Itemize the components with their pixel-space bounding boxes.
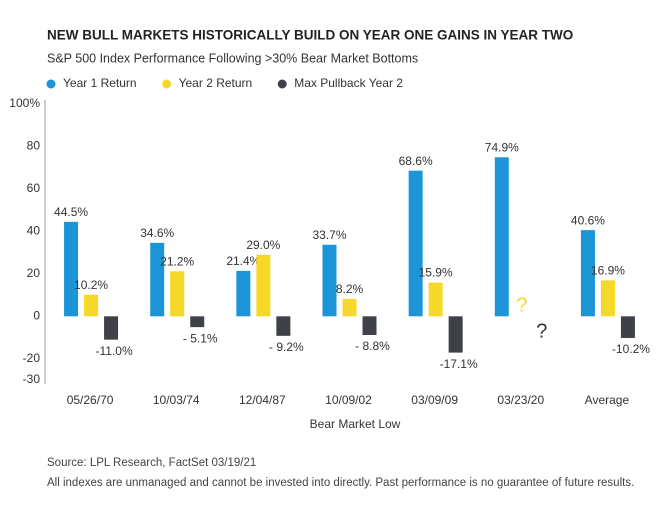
- chart-subtitle: S&P 500 Index Performance Following >30%…: [47, 51, 418, 65]
- data-label: -17.1%: [440, 357, 478, 371]
- data-label: 40.6%: [571, 213, 605, 227]
- y-tick-label: 100%: [9, 96, 40, 110]
- legend-swatch: [162, 79, 172, 89]
- y-tick-label: -30: [23, 372, 41, 386]
- bar: [190, 316, 205, 328]
- bar: [322, 244, 337, 317]
- bar: [408, 170, 423, 317]
- data-label: -10.2%: [612, 342, 650, 356]
- x-tick-label: 05/26/70: [67, 393, 114, 407]
- bar: [494, 157, 509, 317]
- data-label: 68.6%: [399, 154, 433, 168]
- x-tick-label: Average: [585, 393, 630, 407]
- y-tick-label: 80: [27, 139, 41, 153]
- legend-label: Year 2 Return: [179, 76, 253, 90]
- data-label: 44.5%: [54, 205, 88, 219]
- data-label: 8.2%: [336, 282, 364, 296]
- legend-swatch: [46, 79, 56, 89]
- bar: [150, 242, 165, 317]
- data-label: 33.7%: [312, 228, 346, 242]
- y-tick-label: 0: [33, 308, 40, 322]
- x-tick-label: 03/09/09: [411, 393, 458, 407]
- bar: [428, 282, 443, 317]
- legend-label: Year 1 Return: [63, 76, 137, 90]
- data-label: 34.6%: [140, 226, 174, 240]
- footnote: All indexes are unmanaged and cannot be …: [47, 477, 634, 489]
- data-label: 29.0%: [246, 238, 280, 252]
- source: Source: LPL Research, FactSet 03/19/21: [47, 457, 256, 469]
- data-label: 74.9%: [485, 140, 519, 154]
- bar: [84, 294, 99, 317]
- chart-title: NEW BULL MARKETS HISTORICALLY BUILD ON Y…: [47, 28, 573, 43]
- bar: [620, 316, 635, 338]
- data-label: 16.9%: [591, 264, 625, 278]
- bar: [104, 316, 119, 340]
- x-tick-label: 10/09/02: [325, 393, 372, 407]
- data-label: 21.2%: [160, 254, 194, 268]
- bar: [342, 298, 357, 317]
- y-tick-label: 60: [27, 181, 41, 195]
- y-tick-label: 20: [27, 266, 41, 280]
- legend-label: Max Pullback Year 2: [294, 76, 403, 90]
- legend-swatch: [277, 79, 287, 89]
- bar: [256, 254, 271, 317]
- y-tick-label: -20: [23, 351, 41, 365]
- bar: [276, 316, 291, 336]
- x-axis-title: Bear Market Low: [310, 417, 401, 431]
- y-tick-label: 40: [27, 224, 41, 238]
- x-tick-label: 12/04/87: [239, 393, 286, 407]
- data-label: -11.0%: [96, 344, 133, 358]
- bar: [448, 316, 463, 353]
- data-label: 10.2%: [74, 278, 108, 292]
- bar: [170, 271, 185, 317]
- data-label: - 9.2%: [269, 340, 304, 354]
- data-label: 21.4%: [226, 254, 260, 268]
- data-label: 15.9%: [419, 266, 453, 280]
- data-label: - 5.1%: [183, 331, 218, 345]
- bar: [64, 221, 79, 317]
- bar: [236, 270, 251, 317]
- bar: [600, 280, 615, 317]
- missing-label: ?: [536, 321, 547, 343]
- bar: [580, 230, 595, 317]
- data-label: - 8.8%: [355, 339, 390, 353]
- missing-label: ?: [516, 295, 527, 317]
- x-tick-label: 03/23/20: [497, 393, 544, 407]
- bar: [362, 316, 377, 335]
- x-tick-label: 10/03/74: [153, 393, 200, 407]
